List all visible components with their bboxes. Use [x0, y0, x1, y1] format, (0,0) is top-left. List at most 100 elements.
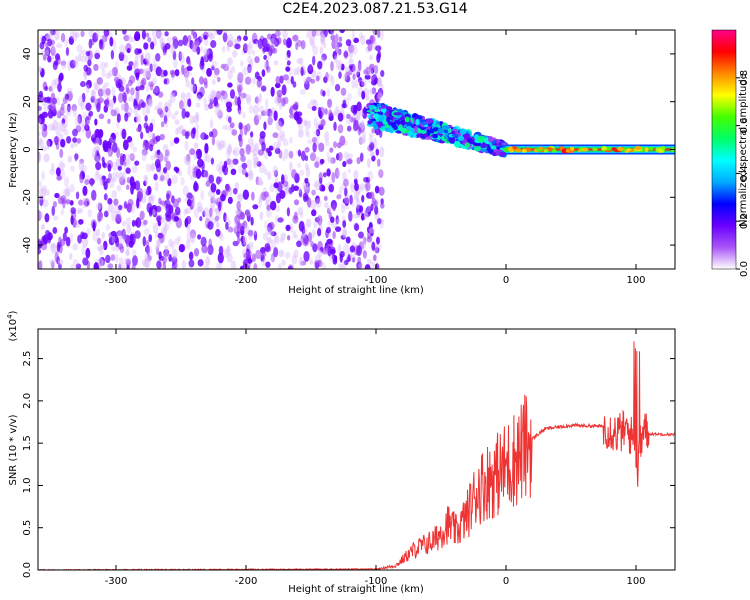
heatmap-cell [252, 161, 258, 169]
heatmap-cell [234, 214, 241, 224]
heatmap-cell [78, 199, 84, 206]
heatmap-cell [339, 30, 346, 34]
heatmap-cell [145, 67, 152, 78]
heatmap-cell [148, 144, 154, 152]
heatmap-cell [152, 57, 156, 67]
heatmap-cell [130, 36, 136, 43]
heatmap-cell [236, 35, 242, 42]
heatmap-cell [263, 108, 269, 116]
heatmap-cell [49, 243, 56, 249]
heatmap-cell [72, 59, 77, 65]
heatmap-cell [246, 159, 253, 170]
heatmap-cell [357, 256, 362, 264]
heatmap-cell [270, 86, 275, 97]
heatmap-cell [328, 115, 334, 121]
heatmap-cell [248, 229, 253, 240]
heatmap-cell [359, 81, 365, 88]
heatmap-cell [258, 197, 262, 209]
heatmap-cell [346, 125, 352, 132]
heatmap-cell [644, 147, 649, 153]
heatmap-cell [211, 135, 216, 146]
heatmap-cell [94, 145, 101, 152]
heatmap-cell [105, 223, 111, 231]
heatmap-cell [274, 96, 280, 104]
heatmap-cell [175, 167, 180, 174]
heatmap-cell [193, 142, 199, 149]
heatmap-cell [148, 234, 153, 243]
heatmap-cell [367, 170, 374, 182]
heatmap-cell [74, 32, 80, 38]
heatmap-cell [163, 224, 168, 235]
heatmap-cell [59, 148, 64, 158]
heatmap-cell [303, 184, 311, 194]
heatmap-cell [91, 89, 96, 97]
heatmap-cell [234, 95, 238, 106]
heatmap-cell [415, 118, 420, 126]
heatmap-cell [143, 42, 149, 50]
heatmap-cell [207, 221, 214, 230]
heatmap-cell [133, 105, 139, 116]
heatmap-cell [169, 69, 176, 75]
heatmap-cell [174, 119, 180, 125]
heatmap-cell [116, 113, 121, 123]
heatmap-cell [94, 118, 98, 126]
heatmap-cell [353, 169, 359, 180]
heatmap-cell [358, 262, 364, 269]
heatmap-cell [369, 35, 374, 46]
heatmap-cell [102, 175, 106, 187]
heatmap-cell [44, 85, 49, 91]
heatmap-cell [371, 155, 376, 162]
heatmap-cell [182, 185, 189, 196]
heatmap-cell [330, 157, 336, 164]
heatmap-cell [342, 243, 350, 255]
heatmap-cell [177, 39, 184, 47]
heatmap-cell [315, 156, 320, 163]
heatmap-cell [337, 243, 342, 254]
heatmap-cell [310, 241, 314, 248]
y-tick-label: 1.5 [22, 435, 33, 451]
heatmap-cell [318, 220, 323, 231]
heatmap-cell [295, 42, 299, 51]
heatmap-cell [145, 102, 149, 108]
heatmap-cell [368, 132, 374, 138]
heatmap-cell [252, 39, 259, 45]
heatmap-cell [374, 205, 379, 215]
heatmap-cell [86, 79, 92, 89]
heatmap-cell [338, 36, 343, 43]
heatmap-cell [229, 122, 235, 129]
heatmap-cell [417, 128, 422, 134]
heatmap-cell [237, 236, 241, 244]
heatmap-cell [363, 209, 369, 220]
heatmap-cell [159, 200, 166, 206]
heatmap-cell [122, 139, 129, 151]
heatmap-cell [45, 42, 49, 48]
heatmap-cell [248, 40, 254, 49]
heatmap-cell [54, 192, 60, 199]
heatmap-cell [193, 153, 198, 161]
heatmap-cell [418, 115, 423, 120]
heatmap-cell [38, 66, 43, 73]
heatmap-cell [50, 260, 55, 269]
heatmap-cell [293, 211, 298, 221]
heatmap-cell [51, 124, 56, 132]
heatmap-cell [164, 31, 169, 37]
heatmap-cell [362, 130, 366, 140]
heatmap-cell [289, 105, 294, 116]
heatmap-cell [251, 76, 257, 85]
heatmap-cell [203, 151, 208, 162]
heatmap-cell [85, 67, 92, 76]
heatmap-cell [334, 226, 342, 232]
heatmap-cell [170, 44, 175, 54]
heatmap-cell [199, 216, 203, 222]
heatmap-cell [538, 146, 544, 150]
heatmap-cell [375, 236, 380, 245]
heatmap-cell [135, 86, 141, 92]
heatmap-cell [131, 165, 138, 174]
heatmap-cell [278, 117, 285, 127]
snr-xlabel: Height of straight line (km) [288, 584, 424, 595]
heatmap-cell [60, 208, 65, 216]
heatmap-cell [234, 43, 241, 50]
heatmap-cell [113, 76, 119, 83]
heatmap-cell [222, 248, 229, 258]
